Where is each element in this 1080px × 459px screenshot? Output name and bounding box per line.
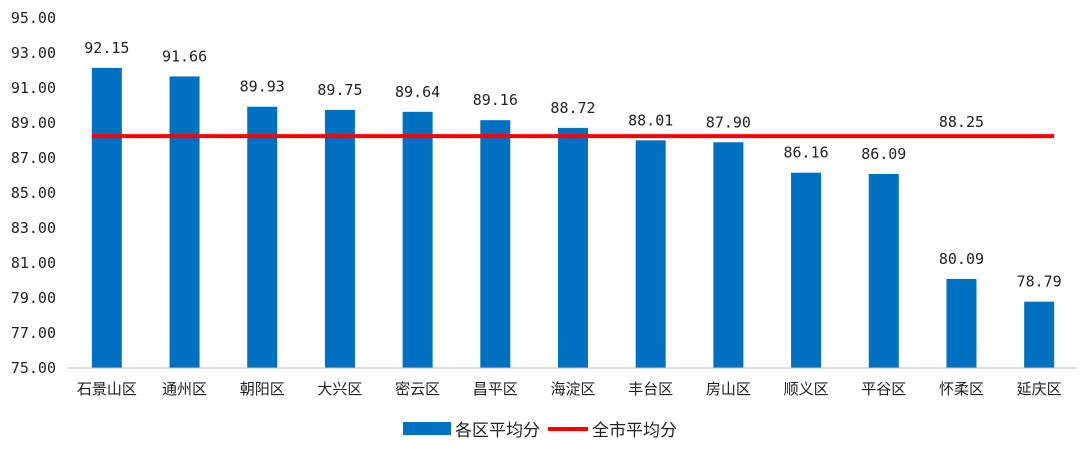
x-tick-label: 通州区 (162, 380, 207, 398)
y-tick-label: 95.00 (11, 9, 56, 27)
bar-series (91, 67, 1055, 369)
x-tick-label: 大兴区 (317, 380, 362, 398)
legend-line-label: 全市平均分 (592, 421, 677, 441)
y-tick-label: 81.00 (11, 254, 56, 272)
bar-value-label: 80.09 (939, 250, 984, 268)
bar-value-label: 86.09 (861, 145, 906, 163)
bar (324, 109, 355, 368)
bar-value-label: 89.75 (317, 81, 362, 99)
bar (946, 278, 977, 368)
bar (1024, 301, 1055, 368)
data-labels: 92.15 91.66 89.93 89.75 89.64 89.16 88.72 88.01… (84, 39, 1061, 291)
bar-value-label: 86.16 (783, 144, 828, 162)
bar (713, 142, 744, 368)
x-tick-label: 丰台区 (628, 380, 673, 398)
y-tick-label: 87.00 (11, 149, 56, 167)
y-tick-label: 85.00 (11, 184, 56, 202)
x-tick-label: 海淀区 (550, 380, 595, 398)
bar (247, 106, 278, 368)
bar-value-label: 92.15 (84, 39, 129, 57)
bar-value-label: 89.64 (395, 83, 440, 101)
y-tick-label: 91.00 (11, 79, 56, 97)
bar-value-label: 87.90 (706, 113, 751, 131)
bar-value-label: 88.72 (550, 99, 595, 117)
legend-bar-swatch (403, 422, 451, 435)
x-tick-label: 昌平区 (473, 380, 518, 398)
y-tick-label: 75.00 (11, 359, 56, 377)
bar-value-label: 78.79 (1017, 273, 1062, 291)
legend-bar-label: 各区平均分 (455, 421, 540, 441)
x-tick-label: 怀柔区 (939, 380, 984, 398)
y-tick-label: 83.00 (11, 219, 56, 237)
x-axis: 石景山区 通州区 朝阳区 大兴区 密云区 昌平区 海淀区 丰台区 房山区 顺义区 平谷区 怀柔区 延庆区 (77, 380, 1062, 398)
legend: 各区平均分 全市平均分 (0, 416, 1080, 441)
legend-item-bar: 各区平均分 (403, 416, 540, 441)
bar (480, 120, 511, 368)
legend-item-line: 全市平均分 (544, 416, 677, 441)
x-tick-label: 平谷区 (861, 380, 906, 398)
y-axis: 75.00 77.00 79.00 81.00 83.00 85.00 87.00 89.00… (11, 9, 56, 377)
y-tick-label: 89.00 (11, 114, 56, 132)
x-tick-label: 石景山区 (77, 380, 137, 398)
bar (402, 111, 433, 369)
legend-line-swatch (548, 426, 588, 431)
bar-value-label: 88.01 (628, 111, 673, 129)
bar (91, 67, 122, 368)
x-tick-label: 朝阳区 (240, 380, 285, 398)
bar-value-label: 89.16 (473, 91, 518, 109)
bar (558, 127, 588, 369)
bar (868, 173, 899, 368)
x-tick-label: 顺义区 (784, 380, 829, 398)
y-tick-label: 93.00 (11, 44, 56, 62)
bar (635, 140, 666, 368)
city-average-label: 88.25 (939, 113, 984, 131)
y-tick-label: 77.00 (11, 324, 56, 342)
y-tick-label: 79.00 (11, 289, 56, 307)
bar-chart: 75.00 77.00 79.00 81.00 83.00 85.00 87.00 89.00… (11, 9, 1078, 398)
bar-value-label: 89.93 (240, 78, 285, 96)
bar (791, 172, 822, 368)
bar-value-label: 91.66 (162, 47, 207, 65)
x-tick-label: 房山区 (706, 380, 751, 398)
x-tick-label: 延庆区 (1017, 380, 1062, 398)
bar (169, 76, 200, 368)
x-tick-label: 密云区 (395, 380, 440, 398)
